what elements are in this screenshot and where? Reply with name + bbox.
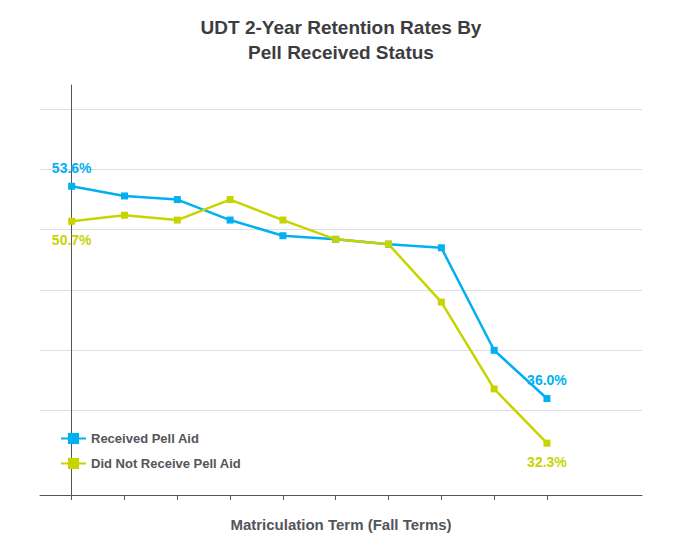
svg-text:Matriculation Term (Fall Terms: Matriculation Term (Fall Terms) xyxy=(230,516,451,533)
svg-text:Received Pell Aid: Received Pell Aid xyxy=(91,431,199,446)
svg-text:UDT 2-Year Retention Rates By: UDT 2-Year Retention Rates By xyxy=(201,17,482,38)
svg-text:36.0%: 36.0% xyxy=(527,372,567,388)
svg-text:32.3%: 32.3% xyxy=(527,454,567,470)
svg-text:Did Not Receive Pell Aid: Did Not Receive Pell Aid xyxy=(91,456,241,471)
svg-text:53.6%: 53.6% xyxy=(52,160,92,176)
svg-text:Pell Received Status: Pell Received Status xyxy=(248,42,434,63)
svg-text:50.7%: 50.7% xyxy=(52,232,92,248)
